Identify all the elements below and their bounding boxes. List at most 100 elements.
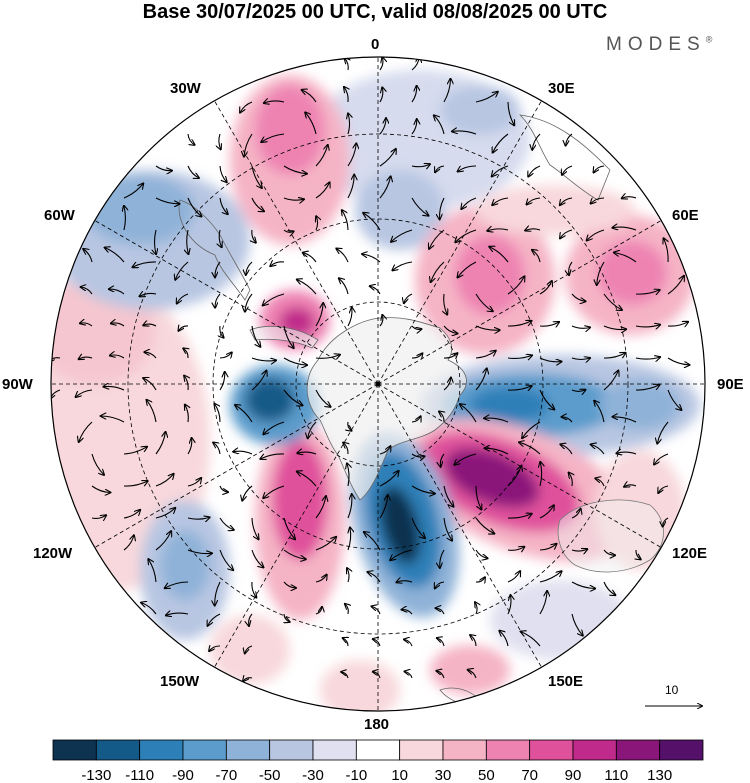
wind-vector-arrow bbox=[283, 549, 306, 559]
wind-vector-arrow bbox=[79, 421, 93, 442]
wind-vector-arrow bbox=[458, 261, 477, 277]
wind-vector-arrow bbox=[213, 443, 221, 455]
wind-vector-arrow bbox=[560, 197, 573, 205]
wind-vector-arrow bbox=[243, 678, 253, 681]
wind-vector-arrow bbox=[155, 229, 157, 254]
wind-vector-arrow bbox=[613, 417, 637, 423]
wind-vector-arrow bbox=[525, 229, 541, 231]
wind-vector-arrow bbox=[347, 144, 356, 167]
wind-vector-arrow bbox=[316, 216, 318, 231]
wind-vector-arrow bbox=[343, 443, 348, 455]
wind-vector-arrow bbox=[636, 549, 641, 559]
colorbar-swatch bbox=[269, 739, 314, 761]
wind-vector-arrow bbox=[187, 549, 212, 554]
wind-vector-arrow bbox=[251, 197, 264, 211]
wind-vector-arrow bbox=[539, 571, 562, 583]
wind-vector-arrow bbox=[133, 261, 157, 267]
colorbar-swatch bbox=[139, 739, 184, 761]
wind-vector-arrow bbox=[440, 197, 445, 219]
lon-label-180: 180 bbox=[364, 716, 390, 733]
wind-vector-arrow bbox=[308, 421, 317, 438]
wind-vector-arrow bbox=[283, 517, 295, 539]
wind-vector-arrow bbox=[458, 165, 477, 171]
wind-vector-arrow bbox=[437, 638, 445, 647]
wind-vector-arrow bbox=[348, 528, 351, 551]
wind-vector-arrow bbox=[219, 353, 232, 359]
wind-vector-arrow bbox=[528, 165, 541, 177]
wind-vector-arrow bbox=[336, 249, 349, 263]
colorbar-tick-label: -90 bbox=[172, 767, 194, 783]
wind-vector-arrow bbox=[283, 581, 296, 588]
wind-vector-arrow bbox=[252, 229, 256, 243]
wind-vector-arrow bbox=[283, 357, 307, 365]
wind-vector-arrow bbox=[187, 197, 201, 216]
wind-vector-arrow bbox=[183, 348, 188, 359]
wind-vector-arrow bbox=[603, 581, 615, 595]
wind-vector-arrow bbox=[475, 577, 485, 582]
wind-vector-arrow bbox=[155, 165, 172, 171]
wind-vector-arrow bbox=[252, 581, 256, 598]
wind-vector-arrow bbox=[79, 357, 93, 359]
wind-vector-arrow bbox=[667, 276, 684, 295]
colorbar-swatch bbox=[399, 739, 444, 761]
wind-vector-arrow bbox=[283, 198, 304, 200]
wind-vector-arrow bbox=[452, 131, 477, 135]
wind-vector-arrow bbox=[475, 369, 487, 391]
wind-vector-arrow bbox=[251, 549, 263, 567]
wind-vector-arrow bbox=[141, 603, 157, 615]
wind-vector-arrow bbox=[444, 293, 448, 315]
wind-vector-arrow bbox=[468, 670, 477, 679]
wind-vector-arrow bbox=[261, 453, 285, 459]
wind-vector-arrow bbox=[411, 164, 430, 167]
wind-vector-arrow bbox=[123, 510, 140, 519]
wind-vector-arrow bbox=[220, 325, 224, 338]
wind-vector-arrow bbox=[379, 58, 383, 71]
wind-vector-arrow bbox=[507, 386, 532, 390]
wind-vector-arrow bbox=[297, 472, 317, 487]
wind-vector-arrow bbox=[187, 229, 189, 254]
wind-vector-arrow bbox=[493, 133, 509, 153]
wind-vector-arrow bbox=[91, 515, 106, 518]
wind-vector-arrow bbox=[379, 471, 399, 487]
wind-vector-arrow bbox=[635, 385, 659, 391]
wind-vector-arrow bbox=[261, 133, 285, 142]
wind-vector-arrow bbox=[591, 198, 605, 204]
wind-vector-arrow bbox=[475, 293, 493, 311]
lon-label-120e: 120E bbox=[672, 545, 708, 562]
colorbar-swatch bbox=[659, 739, 704, 761]
wind-vector-arrow bbox=[379, 315, 383, 327]
colorbar-swatch bbox=[529, 739, 574, 761]
wind-vector-arrow bbox=[235, 405, 253, 423]
wind-vector-arrow bbox=[539, 505, 554, 519]
wind-vector-arrow bbox=[603, 293, 622, 310]
wind-vector-arrow bbox=[187, 438, 192, 455]
lon-label-30e: 30E bbox=[548, 80, 575, 97]
colorbar-swatch bbox=[572, 739, 617, 761]
colorbar-tick-label: 90 bbox=[565, 767, 582, 783]
colorbar-swatch bbox=[485, 739, 531, 761]
wind-vector-arrow bbox=[81, 287, 93, 295]
wind-vector-arrow bbox=[104, 386, 125, 391]
wind-vector-arrow bbox=[390, 549, 413, 560]
wind-vector-arrow bbox=[475, 549, 487, 558]
wind-vector-arrow bbox=[507, 466, 521, 487]
wind-vector-arrow bbox=[245, 645, 253, 653]
wind-vector-arrow bbox=[363, 213, 381, 231]
wind-vector-arrow bbox=[123, 535, 134, 551]
lon-label-30w: 30W bbox=[170, 80, 201, 97]
wind-vector-arrow bbox=[109, 289, 125, 295]
wind-vector-arrow bbox=[571, 390, 585, 392]
wind-vector-arrow bbox=[105, 248, 125, 263]
wind-vector-arrow bbox=[373, 639, 381, 647]
wind-vector-arrow bbox=[140, 293, 157, 296]
wind-vector-arrow bbox=[440, 453, 445, 467]
wind-vector-arrow bbox=[591, 445, 605, 455]
wind-vector-arrow bbox=[155, 531, 171, 551]
wind-vector-arrow bbox=[185, 405, 188, 423]
wind-vector-arrow bbox=[175, 261, 189, 280]
anomaly-field bbox=[51, 57, 705, 711]
colorbar-tick-label: -50 bbox=[259, 767, 281, 783]
wind-vector-arrow bbox=[51, 358, 61, 361]
wind-vector-arrow bbox=[215, 404, 221, 423]
wind-vector-arrow bbox=[455, 453, 477, 465]
